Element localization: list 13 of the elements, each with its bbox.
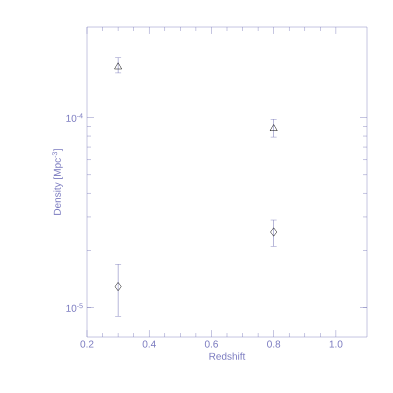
x-tick-label: 0.4 [142,340,156,348]
x-tick-label: 0.2 [80,340,94,348]
x-tick-label: 1.0 [330,340,342,348]
point [270,124,278,132]
y-axis-title: Density [Mpc$^{-3}$] [52,149,63,215]
point [114,62,122,70]
x-tick-label: 0.8 [267,340,280,348]
point [114,282,122,292]
y-tick-label: 10$^{-5}$ [66,303,83,312]
x-axis-title: Redshift [209,352,246,360]
x-tick-label: 0.6 [204,340,218,348]
y-tick-label: 10$^{-4}$ [66,113,83,122]
point [270,228,278,236]
